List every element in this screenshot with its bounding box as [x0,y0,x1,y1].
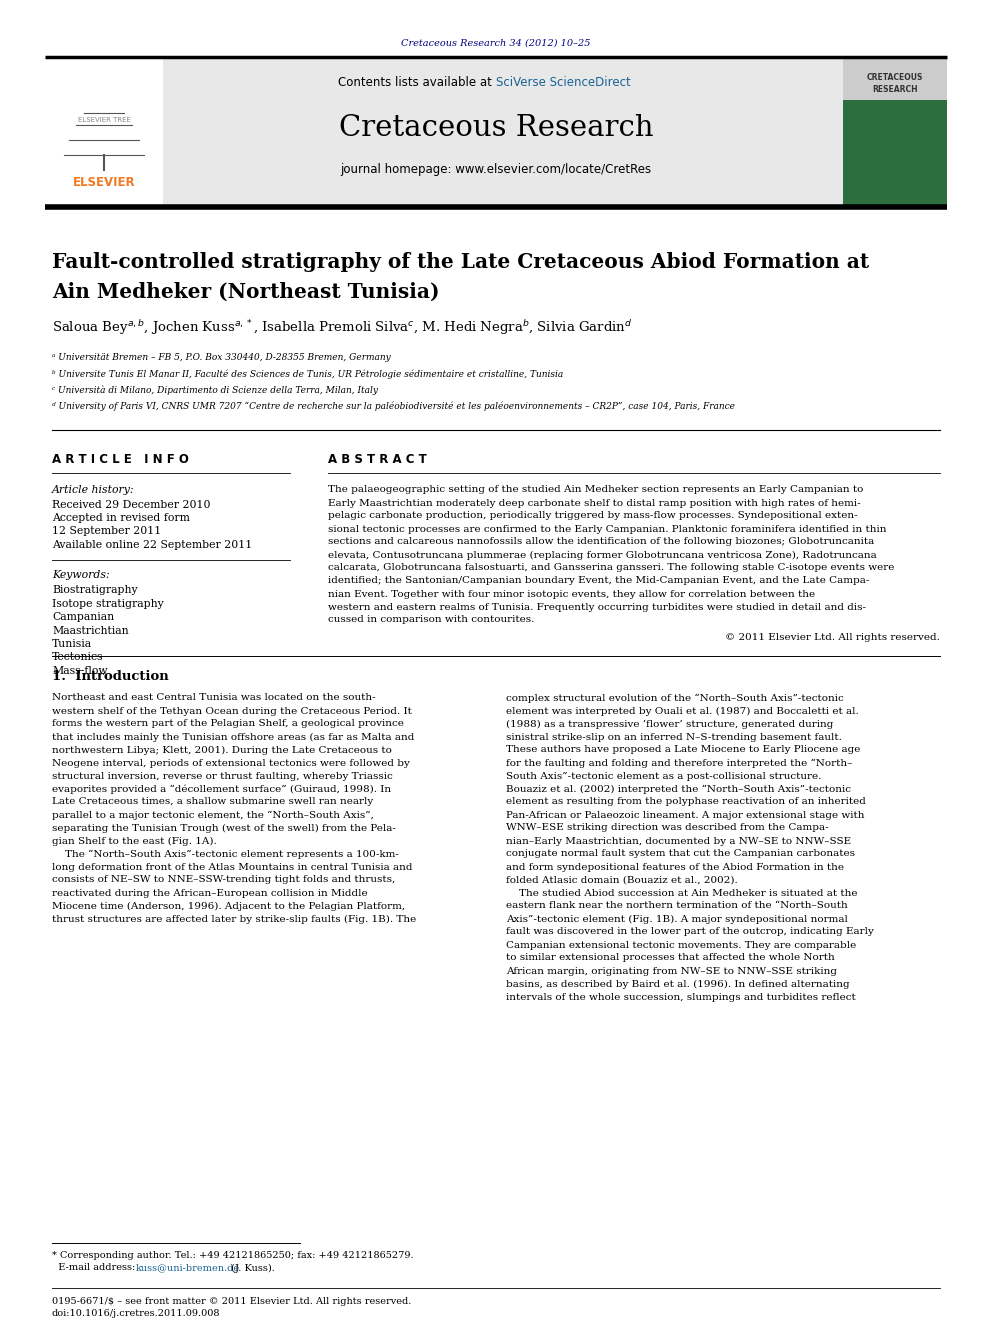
Text: Biostratigraphy: Biostratigraphy [52,585,138,595]
Text: 0195-6671/$ – see front matter © 2011 Elsevier Ltd. All rights reserved.: 0195-6671/$ – see front matter © 2011 El… [52,1297,412,1306]
Text: element was interpreted by Ouali et al. (1987) and Boccaletti et al.: element was interpreted by Ouali et al. … [506,706,859,716]
Text: (J. Kuss).: (J. Kuss). [228,1263,275,1273]
Bar [45,57,947,206]
Text: eastern flank near the northern termination of the “North–South: eastern flank near the northern terminat… [506,901,848,910]
Text: Tectonics: Tectonics [52,652,103,663]
Text: RESEARCH: RESEARCH [872,86,918,94]
Text: doi:10.1016/j.cretres.2011.09.008: doi:10.1016/j.cretres.2011.09.008 [52,1310,220,1319]
Text: The “North–South Axis”-tectonic element represents a 100-km-: The “North–South Axis”-tectonic element … [52,849,399,859]
Text: Axis”-tectonic element (Fig. 1B). A major syndepositional normal: Axis”-tectonic element (Fig. 1B). A majo… [506,914,848,923]
Text: nian–Early Maastrichtian, documented by a NW–SE to NNW–SSE: nian–Early Maastrichtian, documented by … [506,836,851,845]
Text: sinistral strike-slip on an inferred N–S-trending basement fault.: sinistral strike-slip on an inferred N–S… [506,733,842,741]
Text: A R T I C L E   I N F O: A R T I C L E I N F O [52,454,188,467]
Text: kuss@uni-bremen.de: kuss@uni-bremen.de [136,1263,240,1273]
Text: CRETACEOUS: CRETACEOUS [867,74,924,82]
Text: ᵈ University of Paris VI, CNRS UMR 7207 “Centre de recherche sur la paléobiodive: ᵈ University of Paris VI, CNRS UMR 7207 … [52,401,735,410]
Text: fault was discovered in the lower part of the outcrop, indicating Early: fault was discovered in the lower part o… [506,927,874,937]
Text: ᶜ Università di Milano, Dipartimento di Scienze della Terra, Milan, Italy: ᶜ Università di Milano, Dipartimento di … [52,385,378,394]
Text: evaporites provided a “décollement surface” (Guiraud, 1998). In: evaporites provided a “décollement surfa… [52,785,391,794]
Text: northwestern Libya; Klett, 2001). During the Late Cretaceous to: northwestern Libya; Klett, 2001). During… [52,745,392,754]
Text: (1988) as a transpressive ‘flower’ structure, generated during: (1988) as a transpressive ‘flower’ struc… [506,720,833,729]
Text: cussed in comparison with contourites.: cussed in comparison with contourites. [328,615,535,624]
Text: 1.  Introduction: 1. Introduction [52,671,169,684]
Text: SciVerse ScienceDirect: SciVerse ScienceDirect [496,77,631,90]
Text: ELSEVIER TREE: ELSEVIER TREE [77,116,130,123]
Text: The palaeogeographic setting of the studied Ain Medheker section represents an E: The palaeogeographic setting of the stud… [328,486,863,495]
Text: Mass-flow: Mass-flow [52,665,107,676]
Text: sections and calcareous nannofossils allow the identification of the following b: sections and calcareous nannofossils all… [328,537,874,546]
Text: reactivated during the African–European collision in Middle: reactivated during the African–European … [52,889,368,897]
Text: Keywords:: Keywords: [52,570,110,579]
Text: element as resulting from the polyphase reactivation of an inherited: element as resulting from the polyphase … [506,798,866,807]
Text: ᵃ Universität Bremen – FB 5, P.O. Box 330440, D-28355 Bremen, Germany: ᵃ Universität Bremen – FB 5, P.O. Box 33… [52,353,391,363]
Text: Available online 22 September 2011: Available online 22 September 2011 [52,540,252,550]
Text: Bouaziz et al. (2002) interpreted the “North–South Axis”-tectonic: Bouaziz et al. (2002) interpreted the “N… [506,785,851,794]
Text: gian Shelf to the east (Fig. 1A).: gian Shelf to the east (Fig. 1A). [52,836,216,845]
Text: Fault-controlled stratigraphy of the Late Cretaceous Abiod Formation at: Fault-controlled stratigraphy of the Lat… [52,251,869,273]
Text: identified; the Santonian/Campanian boundary Event, the Mid-Campanian Event, and: identified; the Santonian/Campanian boun… [328,577,869,586]
Text: WNW–ESE striking direction was described from the Campa-: WNW–ESE striking direction was described… [506,823,828,832]
Text: Article history:: Article history: [52,486,135,495]
Text: African margin, originating from NW–SE to NNW–SSE striking: African margin, originating from NW–SE t… [506,967,837,975]
Text: Northeast and east Central Tunisia was located on the south-: Northeast and east Central Tunisia was l… [52,693,376,703]
Text: Ain Medheker (Northeast Tunisia): Ain Medheker (Northeast Tunisia) [52,282,439,302]
Text: calcarata, Globotruncana falsostuarti, and Gansserina gansseri. The following st: calcarata, Globotruncana falsostuarti, a… [328,564,895,573]
Text: structural inversion, reverse or thrust faulting, whereby Triassic: structural inversion, reverse or thrust … [52,771,393,781]
Text: A B S T R A C T: A B S T R A C T [328,454,427,467]
Text: Campanian: Campanian [52,613,114,622]
Text: Miocene time (Anderson, 1996). Adjacent to the Pelagian Platform,: Miocene time (Anderson, 1996). Adjacent … [52,901,405,910]
Text: Contents lists available at: Contents lists available at [338,77,496,90]
Text: Accepted in revised form: Accepted in revised form [52,513,189,523]
Text: Saloua Bey$^{a,b}$, Jochen Kuss$^{a,*}$, Isabella Premoli Silva$^{c}$, M. Hedi N: Saloua Bey$^{a,b}$, Jochen Kuss$^{a,*}$,… [52,319,633,337]
Text: Tunisia: Tunisia [52,639,92,650]
Text: forms the western part of the Pelagian Shelf, a geological province: forms the western part of the Pelagian S… [52,720,404,729]
Bar [45,57,163,206]
Text: journal homepage: www.elsevier.com/locate/CretRes: journal homepage: www.elsevier.com/locat… [340,164,652,176]
Text: Cretaceous Research 34 (2012) 10–25: Cretaceous Research 34 (2012) 10–25 [401,38,591,48]
Text: separating the Tunisian Trough (west of the swell) from the Pela-: separating the Tunisian Trough (west of … [52,823,396,832]
Text: elevata, Contusotruncana plummerae (replacing former Globotruncana ventricosa Zo: elevata, Contusotruncana plummerae (repl… [328,550,877,560]
Text: conjugate normal fault system that cut the Campanian carbonates: conjugate normal fault system that cut t… [506,849,855,859]
Bar [843,57,947,206]
Text: folded Atlasic domain (Bouaziz et al., 2002).: folded Atlasic domain (Bouaziz et al., 2… [506,876,738,885]
Text: for the faulting and folding and therefore interpreted the “North–: for the faulting and folding and therefo… [506,758,852,767]
Text: long deformation front of the Atlas Mountains in central Tunisia and: long deformation front of the Atlas Moun… [52,863,413,872]
Text: E-mail address:: E-mail address: [52,1263,138,1273]
Text: Isotope stratigraphy: Isotope stratigraphy [52,598,164,609]
Text: pelagic carbonate production, periodically triggered by mass-flow processes. Syn: pelagic carbonate production, periodical… [328,512,858,520]
Text: to similar extensional processes that affected the whole North: to similar extensional processes that af… [506,954,834,963]
Text: Pan-African or Palaeozoic lineament. A major extensional stage with: Pan-African or Palaeozoic lineament. A m… [506,811,864,819]
Bar [843,57,947,101]
Text: nian Event. Together with four minor isotopic events, they allow for correlation: nian Event. Together with four minor iso… [328,590,815,598]
Text: ᵇ Universite Tunis El Manar II, Faculté des Sciences de Tunis, UR Pétrologie séd: ᵇ Universite Tunis El Manar II, Faculté … [52,369,563,378]
Text: Maastrichtian: Maastrichtian [52,626,129,635]
Text: Early Maastrichtian moderately deep carbonate shelf to distal ramp position with: Early Maastrichtian moderately deep carb… [328,499,861,508]
Text: 12 September 2011: 12 September 2011 [52,527,162,536]
Text: intervals of the whole succession, slumpings and turbidites reflect: intervals of the whole succession, slump… [506,992,856,1002]
Text: * Corresponding author. Tel.: +49 42121865250; fax: +49 42121865279.: * Corresponding author. Tel.: +49 421218… [52,1252,414,1261]
Text: These authors have proposed a Late Miocene to Early Pliocene age: These authors have proposed a Late Mioce… [506,745,860,754]
Text: Cretaceous Research: Cretaceous Research [338,114,654,142]
Text: and form syndepositional features of the Abiod Formation in the: and form syndepositional features of the… [506,863,844,872]
Text: basins, as described by Baird et al. (1996). In defined alternating: basins, as described by Baird et al. (19… [506,979,849,988]
Text: parallel to a major tectonic element, the “North–South Axis”,: parallel to a major tectonic element, th… [52,810,374,820]
Text: ELSEVIER: ELSEVIER [72,176,135,189]
Text: that includes mainly the Tunisian offshore areas (as far as Malta and: that includes mainly the Tunisian offsho… [52,733,415,742]
Text: Late Cretaceous times, a shallow submarine swell ran nearly: Late Cretaceous times, a shallow submari… [52,798,373,807]
Text: sional tectonic processes are confirmed to the Early Campanian. Planktonic foram: sional tectonic processes are confirmed … [328,524,887,533]
Text: western shelf of the Tethyan Ocean during the Cretaceous Period. It: western shelf of the Tethyan Ocean durin… [52,706,412,716]
Text: The studied Abiod succession at Ain Medheker is situated at the: The studied Abiod succession at Ain Medh… [506,889,857,897]
Text: South Axis”-tectonic element as a post-collisional structure.: South Axis”-tectonic element as a post-c… [506,771,821,781]
Text: Neogene interval, periods of extensional tectonics were followed by: Neogene interval, periods of extensional… [52,758,410,767]
Text: thrust structures are affected later by strike-slip faults (Fig. 1B). The: thrust structures are affected later by … [52,914,417,923]
Text: © 2011 Elsevier Ltd. All rights reserved.: © 2011 Elsevier Ltd. All rights reserved… [725,634,940,643]
Text: Campanian extensional tectonic movements. They are comparable: Campanian extensional tectonic movements… [506,941,856,950]
Text: Received 29 December 2010: Received 29 December 2010 [52,500,210,509]
Text: western and eastern realms of Tunisia. Frequently occurring turbidites were stud: western and eastern realms of Tunisia. F… [328,602,866,611]
Text: complex structural evolution of the “North–South Axis”-tectonic: complex structural evolution of the “Nor… [506,693,844,703]
Text: consists of NE–SW to NNE–SSW-trending tight folds and thrusts,: consists of NE–SW to NNE–SSW-trending ti… [52,876,395,885]
